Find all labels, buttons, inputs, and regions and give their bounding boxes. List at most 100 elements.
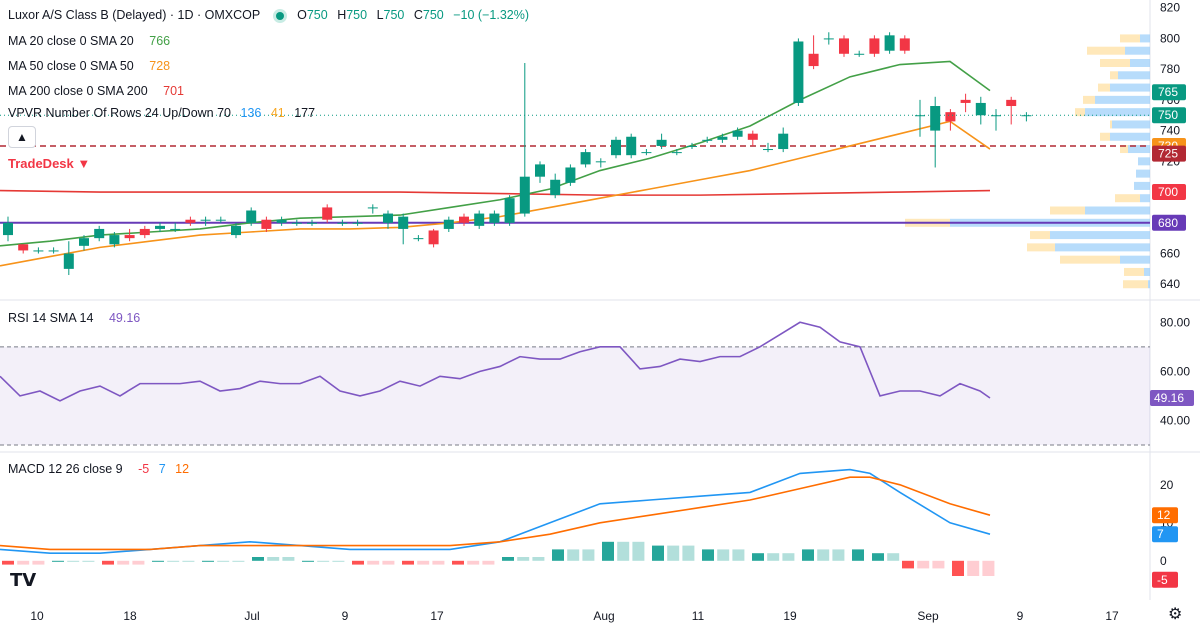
candle-body [63, 253, 74, 269]
macd-histogram-bar [402, 560, 414, 565]
vpvr-down-bar [1098, 83, 1110, 92]
candle-body [474, 213, 485, 226]
macd-histogram-bar [932, 560, 945, 569]
x-axis-label: 19 [783, 609, 797, 623]
macd-histogram-bar [887, 553, 900, 561]
macd-histogram-bar [567, 549, 580, 561]
ma200-legend[interactable]: MA 200 close 0 SMA 200 701 [8, 84, 190, 98]
macd-hist-value: -5 [138, 462, 150, 476]
macd-value-badge-label: -5 [1157, 573, 1168, 587]
macd-value-badge [1152, 571, 1178, 588]
x-axis-label: 18 [123, 609, 137, 623]
rsi-value-badge-label: 49.16 [1154, 391, 1184, 405]
macd-histogram-bar [682, 545, 695, 561]
macd-signal-value: 12 [175, 462, 190, 476]
x-axis-label: 9 [1017, 609, 1024, 623]
rsi-label: RSI 14 SMA 14 [8, 311, 94, 325]
macd-value-badge [1152, 507, 1178, 524]
candle-body [884, 35, 895, 51]
vpvr-up-bar [1085, 108, 1150, 117]
ohlc-low: 750 [383, 8, 405, 22]
ma50-legend[interactable]: MA 50 close 0 SMA 50 728 [8, 59, 176, 73]
vpvr-legend[interactable]: VPVR Number Of Rows 24 Up/Down 70 136 41… [8, 106, 321, 120]
rsi-tick-label: 80.00 [1160, 315, 1190, 329]
macd-histogram-bar [532, 557, 545, 561]
macd-histogram-bar [732, 549, 745, 561]
macd-histogram-bar [752, 553, 764, 561]
candle-body [398, 216, 409, 229]
macd-histogram-bar [917, 560, 930, 569]
macd-histogram-bar [552, 549, 564, 561]
ma50-value: 728 [149, 59, 171, 73]
macd-tick-label: 0 [1160, 554, 1167, 568]
vpvr-up-bar [1118, 71, 1150, 80]
vpvr-down-bar [1124, 267, 1144, 276]
price-tick-label: 800 [1160, 31, 1180, 45]
macd-histogram-bar [382, 560, 395, 565]
chart-title[interactable]: Luxor A/S Class B (Delayed) · 1D · OMXCO… [8, 8, 261, 22]
vpvr-down-bar [1110, 120, 1112, 129]
candle-body [48, 250, 59, 252]
price-badge-label: 700 [1158, 185, 1178, 199]
candle-body [124, 235, 135, 239]
gear-icon[interactable]: ⚙ [1168, 606, 1183, 623]
macd-histogram-bar [182, 560, 195, 562]
macd-histogram-bar [632, 541, 645, 561]
tradingview-logo[interactable]: TV [10, 570, 37, 591]
candle-body [504, 198, 515, 223]
ma20-label: MA 20 close 0 SMA 20 [8, 34, 134, 48]
x-axis-label: 17 [430, 609, 444, 623]
macd-label: MACD 12 26 close 9 [8, 462, 123, 476]
macd-histogram-bar [982, 560, 995, 576]
candle-body [139, 228, 150, 236]
vpvr-up-bar [1134, 181, 1150, 190]
macd-histogram-bar [232, 560, 245, 562]
x-axis-label: Jul [244, 609, 259, 623]
ma20-legend[interactable]: MA 20 close 0 SMA 20 766 [8, 34, 176, 48]
rsi-value-badge [1150, 389, 1194, 406]
macd-histogram-bar [852, 549, 864, 561]
price-badge-label: 750 [1158, 108, 1178, 122]
candle-body [535, 164, 545, 177]
candle-body [778, 133, 789, 150]
collapse-legend-button[interactable]: ▲ [8, 126, 36, 148]
macd-histogram-bar [582, 549, 595, 561]
macd-legend[interactable]: MACD 12 26 close 9 -5 7 12 [8, 462, 195, 476]
vpvr-down-bar [1120, 34, 1140, 43]
candle-body [170, 228, 181, 230]
event-tag[interactable]: TradeDesk ▼ [8, 156, 91, 171]
candle-body [823, 38, 834, 40]
rsi-legend[interactable]: RSI 14 SMA 14 49.16 [8, 311, 146, 325]
macd-histogram-bar [717, 549, 730, 561]
candle-body [367, 207, 378, 209]
candle-body [732, 130, 743, 137]
price-tick-label: 820 [1160, 1, 1180, 15]
macd-histogram-bar [282, 557, 295, 561]
vpvr-up-bar [1110, 83, 1150, 92]
macd-histogram-bar [602, 541, 614, 561]
vpvr-down-bar [1087, 46, 1125, 55]
candle-body [763, 149, 773, 151]
candle-body [246, 210, 257, 223]
macd-histogram-bar [367, 560, 380, 565]
vpvr-down-bar [1060, 255, 1120, 264]
macd-histogram-bar [517, 557, 530, 561]
x-axis-label: 10 [30, 609, 44, 623]
macd-histogram-bar [467, 560, 480, 565]
vpvr-down-bar [1120, 145, 1128, 154]
candle-body [869, 38, 880, 54]
macd-histogram-bar [832, 549, 845, 561]
candle-body [443, 219, 454, 229]
candle-body [231, 225, 241, 236]
macd-histogram-bar [102, 560, 114, 565]
price-badge [1152, 107, 1186, 124]
candle-body [595, 161, 606, 163]
candle-body [428, 230, 439, 245]
ohlc-open-label: O [297, 8, 307, 22]
vpvr-down: 41 [270, 106, 285, 120]
price-badge-label: 725 [1158, 147, 1178, 161]
candle-body [975, 102, 986, 116]
vpvr-up-bar [1095, 95, 1150, 104]
vpvr-up-bar [1138, 157, 1150, 166]
